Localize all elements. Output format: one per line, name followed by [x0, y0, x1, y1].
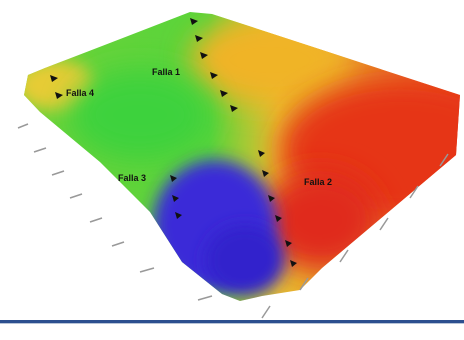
fault-label: Falla 4	[66, 88, 94, 98]
fault-arrows	[50, 18, 297, 267]
divider-shadow	[0, 323, 464, 324]
fault-label: Falla 1	[152, 67, 180, 77]
divider	[0, 320, 464, 323]
surface	[24, 12, 460, 301]
axis-ticks	[17, 123, 449, 319]
fault-label: Falla 3	[118, 173, 146, 183]
fault-label: Falla 2	[304, 177, 332, 187]
